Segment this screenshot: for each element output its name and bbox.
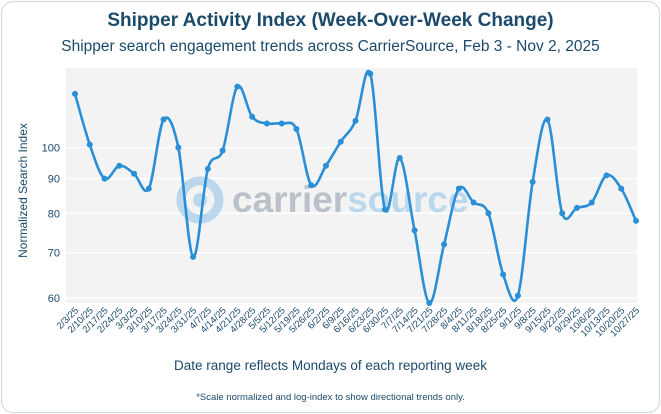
data-point bbox=[382, 206, 389, 213]
data-point bbox=[219, 147, 226, 154]
gridlines bbox=[66, 146, 637, 299]
x-axis-label: Date range reflects Mondays of each repo… bbox=[174, 358, 487, 373]
data-point bbox=[470, 199, 477, 206]
data-point bbox=[101, 175, 108, 182]
data-point bbox=[131, 170, 138, 177]
data-point bbox=[441, 241, 448, 248]
data-point bbox=[529, 178, 536, 185]
data-points bbox=[72, 70, 639, 306]
data-point bbox=[204, 165, 211, 172]
data-point bbox=[633, 217, 639, 224]
data-point bbox=[175, 144, 182, 151]
data-point bbox=[426, 300, 433, 306]
watermark-text: carriersource bbox=[232, 179, 469, 220]
data-point bbox=[190, 253, 197, 260]
data-point bbox=[249, 113, 256, 120]
data-point bbox=[234, 83, 241, 90]
y-axis-label: Normalized Search Index bbox=[16, 123, 30, 258]
chart-title: Shipper Activity Index (Week-Over-Week C… bbox=[107, 10, 554, 31]
data-point bbox=[72, 90, 78, 97]
chart-subtitle: Shipper search engagement trends across … bbox=[61, 38, 600, 55]
data-point bbox=[278, 120, 285, 127]
data-point bbox=[116, 162, 123, 169]
y-tick-label: 80 bbox=[48, 208, 60, 220]
data-point bbox=[322, 162, 329, 169]
data-point bbox=[618, 185, 625, 192]
data-point bbox=[337, 138, 344, 145]
data-point bbox=[544, 116, 551, 123]
y-tick-label: 60 bbox=[48, 293, 60, 305]
data-point bbox=[500, 271, 507, 278]
footnote: *Scale normalized and log-index to show … bbox=[196, 392, 465, 403]
y-axis-ticks: 60 70 80 90 100 bbox=[42, 143, 60, 305]
y-tick-label: 100 bbox=[42, 143, 60, 155]
x-axis-ticks: 2/3/252/10/252/17/252/24/253/3/253/10/25… bbox=[55, 305, 642, 339]
data-point bbox=[559, 210, 566, 217]
data-point bbox=[263, 120, 270, 127]
data-point bbox=[145, 185, 152, 192]
plot-area bbox=[66, 68, 637, 303]
data-point bbox=[588, 199, 595, 206]
watermark-text-carrier: carrier bbox=[232, 179, 347, 220]
data-point bbox=[485, 210, 492, 217]
data-point bbox=[411, 227, 418, 234]
y-tick-label: 70 bbox=[48, 248, 60, 260]
y-tick-label: 90 bbox=[48, 174, 60, 186]
data-point bbox=[86, 141, 93, 148]
data-point bbox=[573, 204, 580, 211]
data-point bbox=[514, 292, 521, 299]
data-point bbox=[367, 70, 374, 77]
data-point bbox=[603, 172, 610, 179]
data-point bbox=[308, 182, 315, 189]
data-point bbox=[455, 185, 462, 192]
series-line bbox=[73, 69, 638, 305]
data-point bbox=[160, 116, 167, 123]
data-point bbox=[352, 117, 359, 124]
data-point bbox=[396, 155, 403, 162]
data-point bbox=[293, 126, 300, 133]
